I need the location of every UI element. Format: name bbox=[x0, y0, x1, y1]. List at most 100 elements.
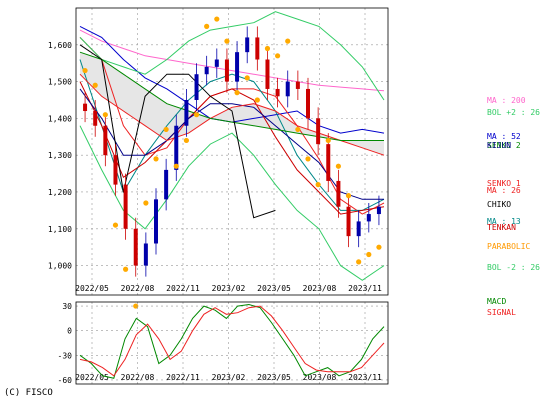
parabolic-dot bbox=[335, 163, 341, 169]
parabolic-dot bbox=[305, 156, 311, 162]
y-tick-label: 1,600 bbox=[48, 41, 72, 50]
y-tick-label: 1,000 bbox=[48, 262, 72, 271]
candle-body bbox=[235, 52, 240, 82]
y-tick-label: 1,200 bbox=[48, 188, 72, 197]
macd-x-tick-label: 2023/11 bbox=[348, 373, 382, 382]
x-tick-label: 2023/02 bbox=[212, 284, 246, 293]
candle-body bbox=[224, 59, 229, 82]
legend-label: MA : 26 bbox=[487, 186, 521, 195]
series-line-senko-2 bbox=[79, 51, 384, 141]
x-tick-label: 2022/05 bbox=[75, 284, 109, 293]
price-panel: 1,000 1,100 1,200 1,300 1,400 1,500 1,600 2022/… bbox=[48, 7, 540, 309]
macd-x-tick-label: 2022/11 bbox=[166, 373, 200, 382]
parabolic-dot bbox=[204, 23, 210, 29]
macd-y-tick-label: 30 bbox=[62, 302, 72, 311]
parabolic-dot bbox=[173, 163, 179, 169]
macd-legend-label: MACD bbox=[487, 297, 506, 306]
series-line-ma-13 bbox=[79, 59, 385, 211]
macd-series-macd bbox=[79, 303, 385, 379]
macd-panel: 30 0 -30 -60 2022/05 2022/08 2022/11 2023/02 202… bbox=[58, 297, 517, 385]
x-tick-label: 2023/08 bbox=[303, 284, 337, 293]
candle-body bbox=[306, 88, 310, 119]
parabolic-dot bbox=[92, 82, 98, 88]
candle-body bbox=[174, 125, 179, 170]
legend-label: BOL -2 : 26 bbox=[487, 263, 540, 272]
parabolic-dot bbox=[325, 137, 331, 144]
parabolic-dot bbox=[376, 244, 382, 250]
candle-body bbox=[336, 180, 341, 207]
candle-body bbox=[113, 155, 118, 185]
candle-body bbox=[184, 99, 189, 126]
legend-label: BOL +2 : 26 bbox=[487, 108, 540, 117]
parabolic-dot bbox=[356, 259, 362, 265]
macd-frame bbox=[75, 301, 389, 385]
parabolic-dot bbox=[295, 126, 301, 133]
candle-body bbox=[103, 125, 108, 156]
legend-label: KIJUN bbox=[487, 141, 511, 150]
candle-body bbox=[194, 74, 199, 100]
macd-y-tick-label: -60 bbox=[58, 376, 73, 385]
parabolic-dot bbox=[366, 251, 372, 258]
parabolic-dot bbox=[244, 75, 250, 81]
x-tick-label: 2023/11 bbox=[348, 284, 382, 293]
series-line-tenkan bbox=[79, 81, 385, 215]
candle-body bbox=[316, 118, 321, 145]
candle-body bbox=[255, 37, 260, 60]
candle-body bbox=[285, 81, 290, 97]
candle-body bbox=[154, 199, 158, 244]
macd-legend-label: SIGNAL bbox=[487, 308, 516, 317]
macd-series-signal bbox=[79, 305, 385, 377]
macd-x-tick-label: 2022/05 bbox=[75, 373, 109, 382]
candle-body bbox=[366, 214, 371, 222]
parabolic-dot bbox=[163, 126, 169, 133]
y-tick-label: 1,500 bbox=[48, 78, 72, 87]
parabolic-dot bbox=[82, 67, 88, 74]
legend-label: MA : 52 bbox=[487, 132, 521, 141]
copyright-text: (C) FISCO bbox=[4, 388, 53, 398]
legend-label: MA : 200 bbox=[487, 96, 526, 105]
legend-label: MA : 13 bbox=[487, 217, 521, 226]
parabolic-dot bbox=[234, 90, 240, 96]
legend-label: SENKO 2 bbox=[487, 141, 521, 150]
parabolic-dot bbox=[345, 193, 352, 199]
x-tick-label: 2023/05 bbox=[257, 284, 291, 293]
x-tick-label: 2022/08 bbox=[121, 284, 155, 293]
parabolic-dot bbox=[153, 156, 159, 162]
candle-body bbox=[326, 144, 331, 181]
macd-x-tick-label: 2022/08 bbox=[121, 373, 155, 382]
series-line-kijun bbox=[79, 88, 384, 200]
macd-x-tick-label: 2023/05 bbox=[257, 373, 291, 382]
parabolic-dot bbox=[123, 266, 129, 272]
series-line-bol-2-26 bbox=[79, 11, 385, 101]
parabolic-dot bbox=[183, 137, 189, 144]
candle-body bbox=[164, 169, 169, 200]
parabolic-dot bbox=[193, 112, 200, 118]
series-line-ma-200 bbox=[79, 29, 385, 92]
candle-body bbox=[123, 184, 128, 229]
parabolic-dot bbox=[254, 97, 260, 103]
parabolic-dot bbox=[264, 45, 271, 52]
candle-body bbox=[356, 221, 361, 237]
parabolic-dot bbox=[133, 303, 139, 309]
parabolic-dot bbox=[285, 38, 291, 44]
y-tick-label: 1,100 bbox=[48, 225, 72, 234]
y-tick-label: 1,400 bbox=[48, 114, 72, 123]
macd-x-tick-label: 2023/08 bbox=[303, 373, 337, 382]
parabolic-dot bbox=[214, 16, 220, 22]
x-tick-label: 2022/11 bbox=[166, 284, 200, 293]
macd-x-tick-label: 2023/02 bbox=[212, 373, 246, 382]
parabolic-dot bbox=[143, 200, 149, 206]
candle-body bbox=[204, 66, 209, 75]
parabolic-dot bbox=[224, 38, 230, 44]
legend-label: CHIKO bbox=[487, 200, 511, 209]
macd-y-tick-label: -30 bbox=[58, 351, 73, 360]
series-line-senko-1 bbox=[79, 73, 385, 156]
legend-label: PARABOLIC bbox=[487, 242, 531, 251]
series-line-chiko bbox=[79, 44, 276, 219]
parabolic-dot bbox=[275, 53, 281, 59]
macd-y-tick-label: 0 bbox=[67, 327, 72, 336]
candle-body bbox=[275, 88, 280, 97]
candle-body bbox=[214, 59, 219, 67]
candle-body bbox=[133, 228, 138, 266]
